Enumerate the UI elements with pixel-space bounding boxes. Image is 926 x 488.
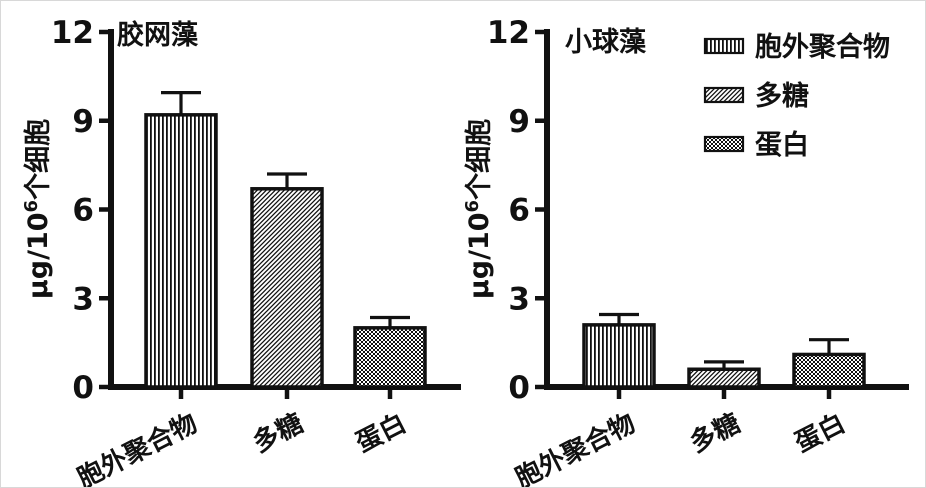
x-tick-label: 蛋白	[790, 408, 850, 459]
legend-swatch	[703, 135, 745, 153]
y-tick-label: 12	[487, 15, 530, 51]
x-tick-label: 胞外聚合物	[510, 408, 640, 488]
y-tick-label: 3	[72, 281, 94, 317]
chart-title: 胶网藻	[117, 19, 199, 51]
legend-label: 蛋白	[755, 129, 809, 161]
y-tick-label: 0	[508, 370, 530, 406]
bar	[144, 113, 218, 389]
x-tick-label: 多糖	[248, 408, 308, 459]
y-tick-label: 6	[72, 193, 94, 229]
bar	[792, 352, 866, 389]
legend-swatch	[703, 86, 745, 104]
chart-title: 小球藻	[565, 27, 647, 58]
y-tick-label: 6	[508, 193, 530, 229]
x-tick-label: 多糖	[685, 408, 745, 459]
y-axis-label: μg/106个细胞	[21, 119, 54, 299]
chart-left: 0 3 6 9 12 胞外聚合物 多糖 蛋白 胶网藻 μg/106个细胞	[21, 15, 461, 488]
y-tick-label: 0	[72, 370, 94, 406]
bar	[687, 367, 761, 389]
legend-swatch	[703, 37, 745, 55]
bar	[353, 326, 427, 389]
x-tick-label: 蛋白	[351, 408, 411, 459]
bar	[582, 323, 656, 389]
legend-label: 胞外聚合物	[754, 31, 890, 63]
bar	[250, 187, 324, 389]
y-tick-label: 9	[72, 104, 94, 140]
y-tick-label: 12	[51, 15, 94, 51]
y-tick-label: 3	[508, 281, 530, 317]
y-tick-label: 9	[508, 104, 530, 140]
legend-label: 多糖	[755, 80, 809, 112]
x-tick-label: 胞外聚合物	[72, 408, 202, 488]
y-axis-label: μg/106个细胞	[462, 119, 495, 299]
